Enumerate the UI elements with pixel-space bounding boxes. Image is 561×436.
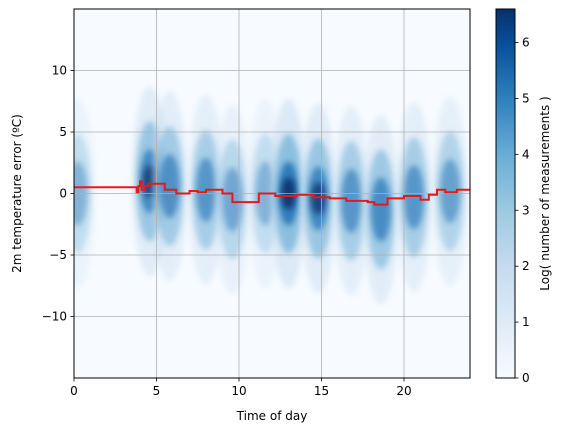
median-line-layer bbox=[74, 180, 470, 206]
x-tick-label: 5 bbox=[153, 384, 161, 398]
colorbar-tick-label: 1 bbox=[522, 315, 530, 329]
colorbar-tick-label: 6 bbox=[522, 36, 530, 50]
density-cluster bbox=[151, 91, 188, 282]
y-tick-label: −10 bbox=[42, 310, 67, 324]
colorbar-tick-label: 4 bbox=[522, 147, 530, 161]
x-tick-label: 20 bbox=[396, 384, 411, 398]
x-tick-label: 15 bbox=[314, 384, 329, 398]
colorbar-tick-label: 3 bbox=[522, 203, 530, 217]
y-axis-ticks: −10 −5 0 5 10 bbox=[42, 64, 74, 324]
y-tick-label: 0 bbox=[59, 187, 67, 201]
colorbar-tick-label: 2 bbox=[522, 259, 530, 273]
x-axis-ticks: 0 5 10 15 20 bbox=[70, 378, 412, 398]
x-tick-label: 0 bbox=[70, 384, 78, 398]
colorbar-ticks: 0 1 2 3 4 5 6 bbox=[515, 36, 530, 385]
colorbar bbox=[495, 8, 516, 379]
colorbar-tick-label: 0 bbox=[522, 371, 530, 385]
y-tick-label: 5 bbox=[59, 125, 67, 139]
colorbar-label: Log( number of measurements ) bbox=[538, 96, 552, 290]
y-tick-label: 10 bbox=[52, 64, 67, 78]
x-tick-label: 10 bbox=[231, 384, 246, 398]
colorbar-tick-label: 5 bbox=[522, 91, 530, 105]
density-cluster bbox=[395, 102, 432, 293]
y-axis-label: 2m temperature error (ºC) bbox=[10, 114, 24, 273]
density-cluster bbox=[362, 114, 399, 305]
density-cluster bbox=[432, 96, 469, 287]
median-error-line bbox=[74, 180, 470, 206]
x-axis-label: Time of day bbox=[236, 409, 308, 423]
y-tick-label: −5 bbox=[49, 248, 67, 262]
density-cluster bbox=[300, 103, 337, 294]
